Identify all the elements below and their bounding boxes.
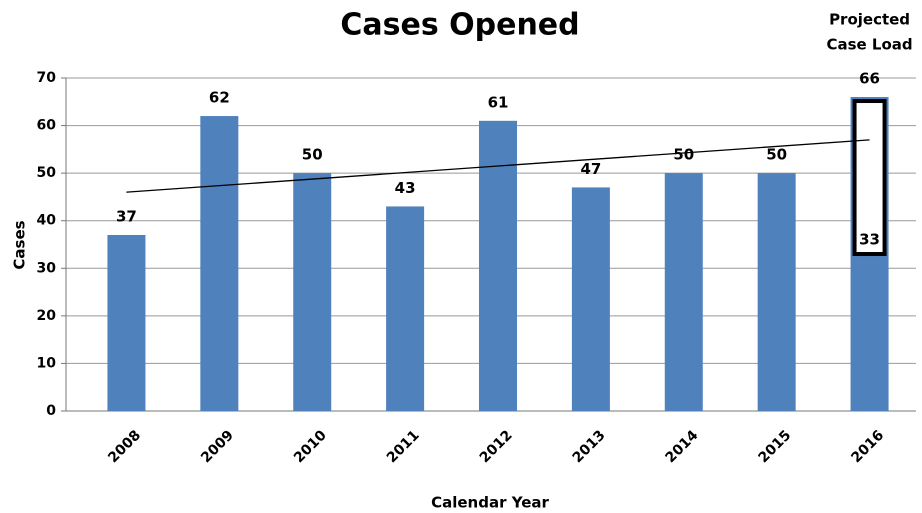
bar bbox=[107, 234, 146, 411]
y-tick-label: 10 bbox=[37, 355, 57, 371]
bar bbox=[293, 173, 332, 411]
bar bbox=[664, 173, 703, 411]
y-tick-label: 0 bbox=[46, 403, 56, 419]
value-label: 43 bbox=[395, 179, 416, 197]
bar bbox=[200, 116, 239, 412]
value-label: 62 bbox=[209, 89, 230, 107]
value-label: 66 bbox=[859, 70, 880, 88]
projection-box bbox=[852, 99, 887, 257]
x-tick-label: 2012 bbox=[477, 427, 516, 466]
bar bbox=[757, 173, 796, 411]
value-label: 50 bbox=[302, 146, 323, 164]
y-tick-label: 40 bbox=[37, 213, 57, 229]
y-tick-label: 50 bbox=[37, 165, 57, 181]
bar bbox=[571, 187, 610, 411]
x-tick-label: 2013 bbox=[570, 427, 609, 466]
y-tick-label: 70 bbox=[37, 70, 57, 86]
x-tick-label: 2011 bbox=[384, 427, 423, 466]
x-tick-label: 2014 bbox=[663, 427, 702, 466]
x-tick-label: 2010 bbox=[291, 427, 330, 466]
y-tick-label: 30 bbox=[37, 260, 57, 276]
y-axis-label: Cases bbox=[11, 220, 29, 269]
projection-label: 33 bbox=[859, 231, 880, 249]
chart-title: Cases Opened bbox=[340, 8, 579, 43]
y-tick-label: 60 bbox=[37, 118, 57, 134]
y-tick-label: 20 bbox=[37, 308, 57, 324]
value-label: 37 bbox=[116, 207, 137, 225]
bar bbox=[479, 120, 517, 412]
x-tick-label: 2016 bbox=[848, 427, 887, 466]
value-label: 47 bbox=[580, 160, 601, 178]
value-label: 50 bbox=[673, 146, 694, 164]
x-axis-label: Calendar Year bbox=[431, 494, 549, 512]
projection-annotation: Case Load bbox=[826, 36, 912, 54]
trend-line bbox=[126, 139, 870, 193]
value-label: 61 bbox=[488, 93, 509, 111]
value-label: 50 bbox=[766, 146, 787, 164]
bar bbox=[386, 206, 425, 411]
x-tick-label: 2015 bbox=[755, 427, 794, 466]
x-tick-label: 2009 bbox=[198, 427, 237, 466]
projection-annotation: Projected bbox=[829, 11, 910, 29]
x-tick-label: 2008 bbox=[105, 427, 144, 466]
